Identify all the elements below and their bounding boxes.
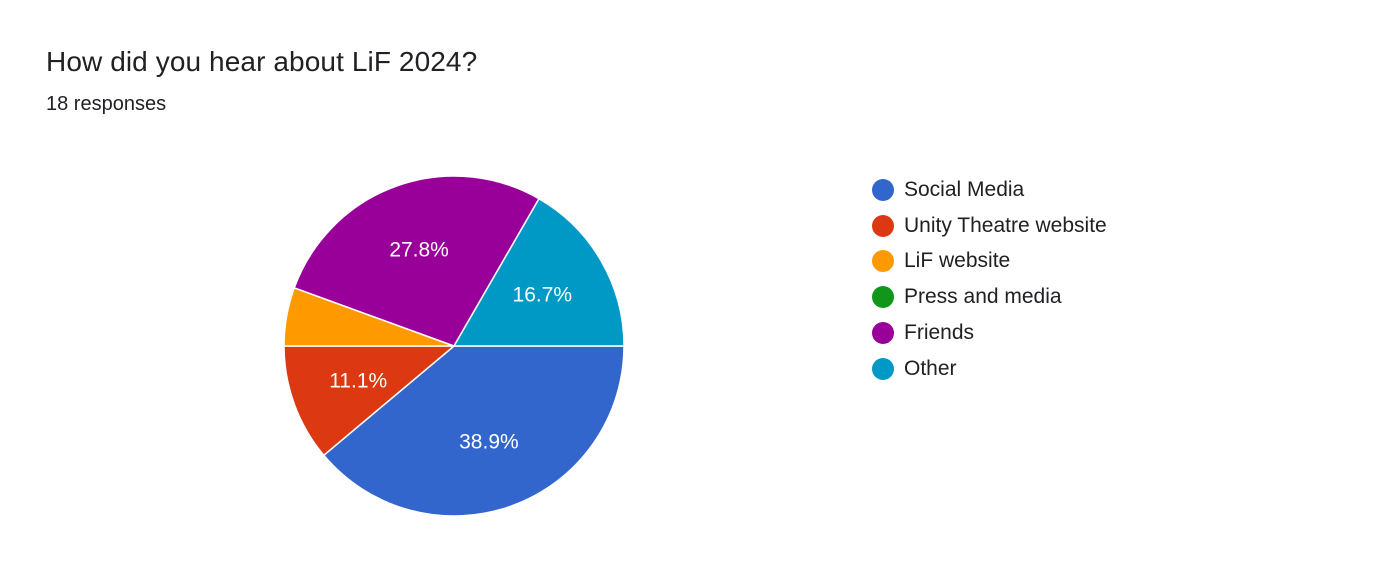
slice-label-friends: 27.8% — [389, 239, 449, 262]
legend-item-unity-theatre-website: Unity Theatre website — [872, 208, 1107, 244]
pie-slice-social-media — [322, 345, 625, 517]
legend-item-friends: Friends — [872, 315, 1107, 351]
slice-label-other: 16.7% — [513, 284, 573, 307]
pie-slices — [283, 175, 625, 517]
legend-dot-icon — [872, 286, 894, 309]
chart-title: How did you hear about LiF 2024? — [46, 46, 478, 77]
legend-label: Other — [904, 356, 957, 380]
legend-item-other: Other — [872, 351, 1107, 387]
legend-dot-icon — [872, 178, 894, 201]
legend-dot-icon — [872, 322, 894, 345]
legend-dot-icon — [872, 214, 894, 237]
pie-slice-other — [452, 197, 625, 347]
legend-dot-icon — [872, 357, 894, 380]
legend-item-press-and-media: Press and media — [872, 279, 1107, 315]
legend-dot-icon — [872, 250, 894, 273]
legend-label: Press and media — [904, 285, 1062, 309]
slice-label-unity-theatre-website: 11.1% — [329, 369, 387, 392]
response-count: 18 responses — [46, 93, 167, 115]
chart-legend: Social Media Unity Theatre website LiF web… — [872, 172, 1107, 387]
legend-label: Friends — [904, 321, 975, 345]
slice-label-social-media: 38.9% — [459, 430, 519, 453]
legend-label: Social Media — [904, 177, 1025, 201]
pie-labels: 38.9% 11.1% 27.8% 16.7% — [329, 239, 572, 454]
pie-slice-unity-theatre-website — [283, 345, 457, 457]
legend-label: Unity Theatre website — [904, 213, 1107, 237]
pie-chart: 38.9% 11.1% 27.8% 16.7% — [283, 175, 625, 517]
legend-item-lif-website: LiF website — [872, 244, 1107, 280]
legend-item-social-media: Social Media — [872, 172, 1107, 208]
legend-label: LiF website — [904, 249, 1011, 273]
